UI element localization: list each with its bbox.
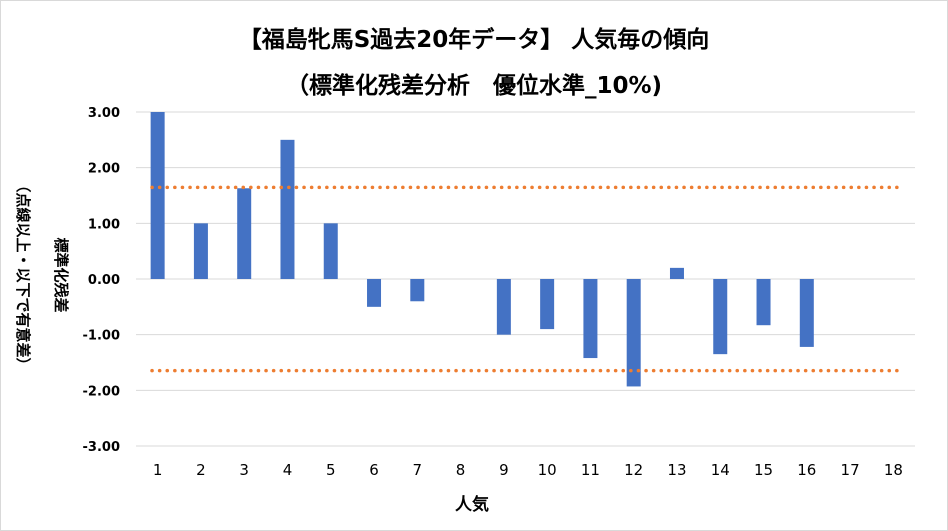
x-tick-label: 12 — [624, 461, 643, 479]
x-axis-label: 人気 — [455, 494, 489, 515]
x-tick-label: 13 — [667, 461, 686, 479]
x-tick-label: 18 — [884, 461, 903, 479]
bar-1 — [150, 112, 165, 279]
x-tick-label: 15 — [754, 461, 773, 479]
x-tick-label: 3 — [239, 461, 249, 479]
bar-2 — [193, 223, 208, 279]
x-tick-label: 5 — [326, 461, 336, 479]
threshold-lines — [150, 185, 903, 373]
y-axis-sublabel: （点線以上・以下で有意差） — [14, 177, 32, 372]
y-tick-label: 0.00 — [88, 273, 120, 288]
x-tick-label: 10 — [538, 461, 557, 479]
bar-9 — [496, 279, 511, 335]
x-tick-label: 16 — [797, 461, 816, 479]
x-tick-label: 8 — [456, 461, 466, 479]
bar-3 — [237, 188, 252, 279]
bar-13 — [669, 267, 684, 279]
chart-subtitle: （標準化残差分析 優位水準_10%) — [285, 73, 663, 99]
x-tick-label: 4 — [283, 461, 293, 479]
y-tick-label: -1.00 — [83, 329, 120, 344]
x-tick-label: 17 — [841, 461, 860, 479]
y-tick-label: 3.00 — [88, 106, 120, 121]
x-tick-label: 11 — [581, 461, 600, 479]
bar-14 — [713, 279, 728, 355]
y-tick-label: 2.00 — [88, 162, 120, 177]
x-tick-label: 7 — [413, 461, 423, 479]
y-axis-label: 標準化残差 — [52, 237, 70, 312]
x-tick-label: 1 — [153, 461, 163, 479]
bar-5 — [323, 223, 338, 279]
x-tick-label: 6 — [369, 461, 379, 479]
x-tick-label: 14 — [711, 461, 730, 479]
bar-10 — [540, 279, 555, 330]
y-tick-label: -3.00 — [83, 440, 120, 455]
x-tick-label: 9 — [499, 461, 509, 479]
x-tick-label: 2 — [196, 461, 206, 479]
chart-title: 【福島牝馬S過去20年データ】 人気毎の傾向 — [238, 27, 710, 53]
y-tick-label: 1.00 — [88, 217, 120, 232]
bar-6 — [367, 279, 382, 307]
gridlines — [136, 111, 915, 447]
y-tick-label: -2.00 — [83, 384, 120, 399]
y-axis-label-group: 標準化残差 （点線以上・以下で有意差） — [14, 177, 70, 372]
bars — [150, 112, 814, 387]
bar-12 — [626, 279, 641, 387]
x-tick-labels: 1 2 3 4 5 6 7 8 9 10 11 12 13 14 15 16 17 18 — [153, 461, 903, 479]
bar-11 — [583, 279, 598, 359]
bar-7 — [410, 279, 425, 302]
bar-15 — [756, 279, 771, 326]
bar-4 — [280, 139, 295, 279]
bar-16 — [799, 279, 814, 347]
y-tick-labels: 3.00 2.00 1.00 0.00 -1.00 -2.00 -3.00 — [83, 106, 120, 455]
